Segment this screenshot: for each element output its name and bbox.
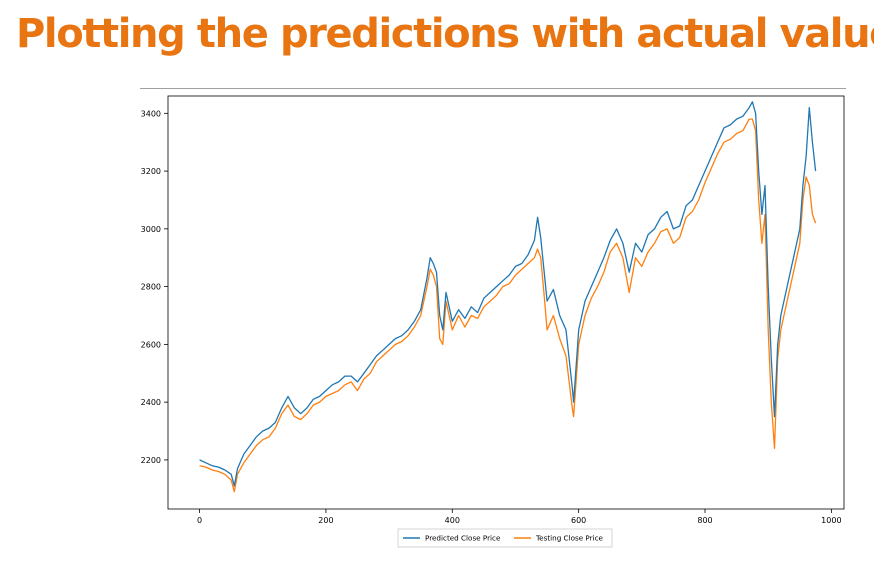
plot-area bbox=[167, 95, 845, 510]
y-tick-label: 2800 bbox=[141, 283, 161, 292]
x-tick-label: 600 bbox=[571, 516, 586, 525]
y-tick-label: 3000 bbox=[141, 225, 161, 234]
series-layer bbox=[199, 101, 817, 493]
x-tick-label: 400 bbox=[445, 516, 460, 525]
slide-title: Plotting the predictions with actual val… bbox=[16, 11, 874, 57]
y-tick-label: 3200 bbox=[141, 167, 161, 176]
legend-testing-label: Testing Close Price bbox=[535, 534, 604, 543]
predicted-close-price-line bbox=[199, 101, 817, 487]
x-tick-label: 1000 bbox=[821, 516, 841, 525]
x-axis: 0 200 400 600 800 1000 bbox=[197, 509, 842, 525]
y-tick-label: 2400 bbox=[141, 398, 161, 407]
y-tick-label: 3400 bbox=[141, 109, 161, 118]
legend-box bbox=[397, 528, 613, 548]
title-divider bbox=[140, 88, 846, 89]
testing-close-price-line bbox=[199, 118, 817, 493]
y-axis: 2200 2400 2600 2800 3000 3200 3400 bbox=[141, 109, 168, 465]
x-tick-label: 800 bbox=[697, 516, 712, 525]
y-tick-label: 2600 bbox=[141, 340, 161, 349]
y-tick-label: 2200 bbox=[141, 456, 161, 465]
legend: Predicted Close Price Testing Close Price bbox=[397, 528, 613, 548]
legend-predicted-label: Predicted Close Price bbox=[425, 534, 501, 543]
x-tick-label: 200 bbox=[318, 516, 333, 525]
x-tick-label: 0 bbox=[197, 516, 202, 525]
